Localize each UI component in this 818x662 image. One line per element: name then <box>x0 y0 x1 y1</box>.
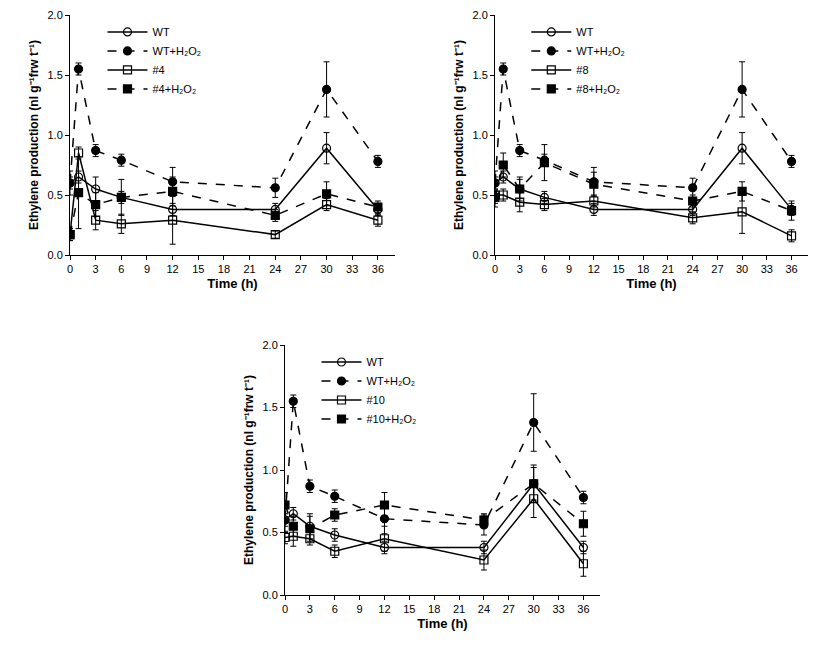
svg-text:27: 27 <box>295 263 307 275</box>
svg-text:21: 21 <box>662 263 674 275</box>
svg-text:Time (h): Time (h) <box>626 276 676 291</box>
svg-text:15: 15 <box>192 263 204 275</box>
svg-text:Time (h): Time (h) <box>417 616 467 631</box>
svg-text:0.0: 0.0 <box>473 249 488 261</box>
svg-text:0.0: 0.0 <box>48 249 63 261</box>
svg-text:3: 3 <box>93 263 99 275</box>
svg-text:0: 0 <box>492 263 498 275</box>
svg-text:24: 24 <box>269 263 281 275</box>
svg-text:1.0: 1.0 <box>48 129 63 141</box>
svg-text:0.5: 0.5 <box>473 189 488 201</box>
svg-text:WT: WT <box>576 26 593 38</box>
svg-text:24: 24 <box>687 263 699 275</box>
svg-text:3: 3 <box>307 603 313 615</box>
svg-text:18: 18 <box>428 603 440 615</box>
svg-text:WT: WT <box>367 356 384 368</box>
svg-text:Ethylene production (nl g⁻¹frw: Ethylene production (nl g⁻¹frw t⁻¹) <box>27 40 41 230</box>
svg-text:30: 30 <box>320 263 332 275</box>
svg-text:1.0: 1.0 <box>263 464 278 476</box>
svg-text:WT+H₂O₂: WT+H₂O₂ <box>576 45 625 57</box>
svg-text:33: 33 <box>552 603 564 615</box>
svg-text:36: 36 <box>372 263 384 275</box>
svg-text:1.5: 1.5 <box>263 401 278 413</box>
svg-text:#8: #8 <box>576 64 588 76</box>
svg-text:27: 27 <box>711 263 723 275</box>
svg-text:0.5: 0.5 <box>48 189 63 201</box>
svg-text:2.0: 2.0 <box>48 9 63 21</box>
svg-text:18: 18 <box>637 263 649 275</box>
svg-text:2.0: 2.0 <box>473 9 488 21</box>
svg-text:21: 21 <box>453 603 465 615</box>
svg-text:33: 33 <box>346 263 358 275</box>
svg-text:27: 27 <box>503 603 515 615</box>
svg-text:9: 9 <box>566 263 572 275</box>
svg-text:Ethylene production (nl g⁻¹frw: Ethylene production (nl g⁻¹frw t⁻¹) <box>452 40 466 230</box>
svg-text:WT+H₂O₂: WT+H₂O₂ <box>367 375 416 387</box>
svg-text:33: 33 <box>761 263 773 275</box>
svg-text:0.5: 0.5 <box>263 526 278 538</box>
svg-text:#4+H₂O₂: #4+H₂O₂ <box>153 83 197 95</box>
svg-text:#10+H₂O₂: #10+H₂O₂ <box>367 413 417 425</box>
svg-text:0.0: 0.0 <box>263 589 278 601</box>
svg-text:12: 12 <box>588 263 600 275</box>
svg-text:36: 36 <box>785 263 797 275</box>
svg-text:6: 6 <box>118 263 124 275</box>
svg-text:WT: WT <box>153 26 170 38</box>
svg-text:2.0: 2.0 <box>263 339 278 351</box>
svg-text:15: 15 <box>612 263 624 275</box>
svg-text:21: 21 <box>243 263 255 275</box>
svg-text:3: 3 <box>517 263 523 275</box>
svg-text:9: 9 <box>357 603 363 615</box>
svg-text:18: 18 <box>218 263 230 275</box>
svg-text:12: 12 <box>378 603 390 615</box>
svg-text:30: 30 <box>736 263 748 275</box>
svg-text:1.5: 1.5 <box>473 69 488 81</box>
svg-text:9: 9 <box>144 263 150 275</box>
svg-text:1.5: 1.5 <box>48 69 63 81</box>
svg-text:6: 6 <box>332 603 338 615</box>
svg-text:WT+H₂O₂: WT+H₂O₂ <box>153 45 202 57</box>
svg-text:24: 24 <box>478 603 490 615</box>
svg-text:#8+H₂O₂: #8+H₂O₂ <box>576 83 620 95</box>
svg-text:0: 0 <box>67 263 73 275</box>
svg-text:15: 15 <box>403 603 415 615</box>
svg-text:30: 30 <box>528 603 540 615</box>
svg-text:36: 36 <box>577 603 589 615</box>
svg-text:1.0: 1.0 <box>473 129 488 141</box>
svg-text:0: 0 <box>282 603 288 615</box>
svg-text:12: 12 <box>167 263 179 275</box>
svg-text:6: 6 <box>541 263 547 275</box>
svg-text:#4: #4 <box>153 64 165 76</box>
svg-text:#10: #10 <box>367 394 385 406</box>
svg-text:Time (h): Time (h) <box>207 276 257 291</box>
svg-text:Ethylene production (nl g⁻¹frw: Ethylene production (nl g⁻¹frw t⁻¹) <box>242 375 256 565</box>
